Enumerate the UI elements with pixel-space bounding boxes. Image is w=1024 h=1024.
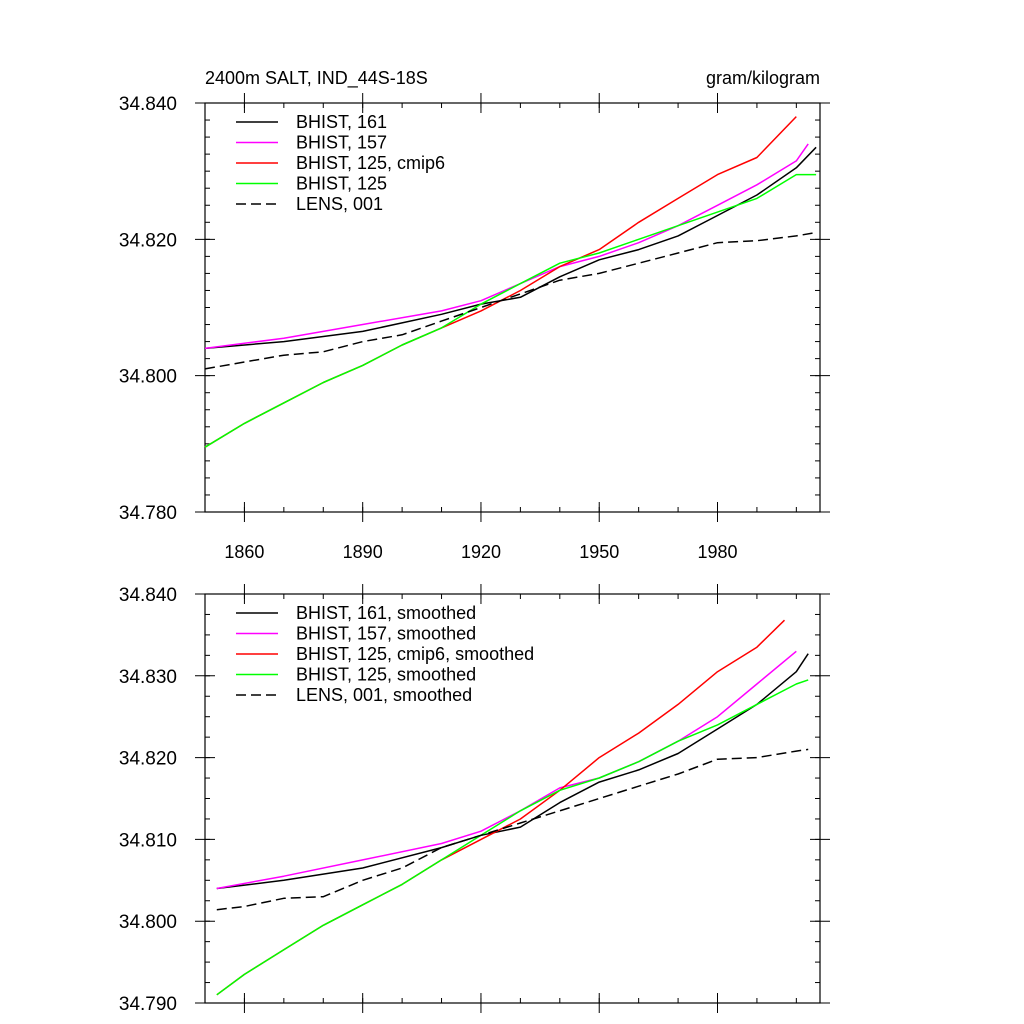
legend-label: BHIST, 157 <box>296 133 387 153</box>
top-panel: 2400m SALT, IND_44S-18S gram/kilogram 18… <box>119 68 830 562</box>
x-tick-label: 1920 <box>461 542 501 562</box>
series-line <box>204 146 817 350</box>
x-tick-label: 1860 <box>224 542 264 562</box>
series-line <box>216 650 797 890</box>
legend-label: BHIST, 125, cmip6 <box>296 153 445 173</box>
panel-title: 2400m SALT, IND_44S-18S <box>205 68 428 89</box>
series-line <box>204 143 809 350</box>
legend-label: BHIST, 157, smoothed <box>296 624 476 644</box>
legend-label: LENS, 001, smoothed <box>296 685 472 705</box>
x-tick-label: 1950 <box>579 542 619 562</box>
y-tick-label: 34.800 <box>119 367 177 388</box>
y-tick-label: 34.840 <box>119 94 177 115</box>
panel-units: gram/kilogram <box>706 68 820 88</box>
series-line <box>216 679 809 996</box>
legend-label: LENS, 001 <box>296 194 383 214</box>
x-tick-label: 1980 <box>697 542 737 562</box>
series-line <box>204 173 817 448</box>
y-tick-label: 34.800 <box>119 912 177 933</box>
x-tick-label: 1890 <box>343 542 383 562</box>
y-tick-label: 34.780 <box>119 503 177 524</box>
legend-label: BHIST, 161, smoothed <box>296 603 476 623</box>
y-tick-label: 34.790 <box>119 994 177 1015</box>
y-tick-label: 34.830 <box>119 667 177 688</box>
series-line <box>216 748 809 911</box>
legend-label: BHIST, 125, smoothed <box>296 665 476 685</box>
bottom-panel: 34.790 34.800 34.810 34.820 34.830 34.840 BHIS… <box>119 584 830 1015</box>
series-line <box>204 231 817 370</box>
y-tick-label: 34.820 <box>119 749 177 770</box>
y-tick-label: 34.810 <box>119 830 177 851</box>
y-tick-label: 34.820 <box>119 230 177 251</box>
legend-label: BHIST, 125 <box>296 174 387 194</box>
legend-label: BHIST, 161 <box>296 112 387 132</box>
y-tick-label: 34.840 <box>119 585 177 606</box>
legend-label: BHIST, 125, cmip6, smoothed <box>296 644 534 664</box>
